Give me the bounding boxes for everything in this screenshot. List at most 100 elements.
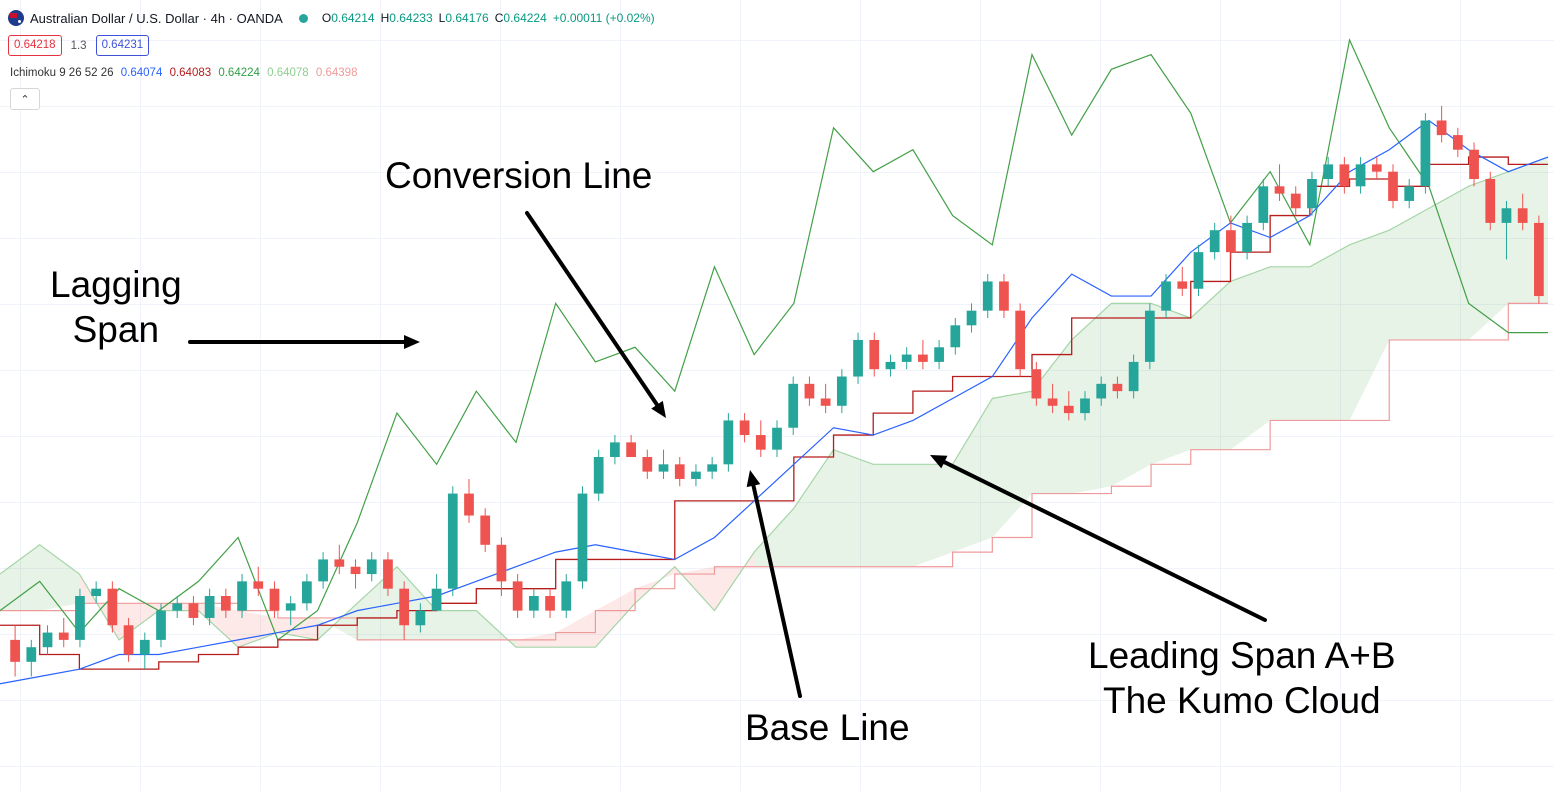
candle-body xyxy=(1323,164,1334,179)
candle-bearish xyxy=(496,537,507,596)
kumo-cloud-bullish xyxy=(1111,303,1152,487)
indicator-value-base: 0.64083 xyxy=(169,67,212,79)
kumo-cloud-bullish xyxy=(1309,244,1350,421)
candle-bearish xyxy=(804,376,815,406)
candle-bullish xyxy=(26,639,37,677)
candle-bearish xyxy=(918,339,928,370)
candle-body xyxy=(496,544,507,582)
candle-body xyxy=(528,596,539,611)
candle-body xyxy=(1388,171,1398,201)
candle-body xyxy=(10,639,20,662)
candle-body xyxy=(399,588,410,626)
kumo-cloud-bullish xyxy=(1230,266,1271,450)
candle-body xyxy=(58,632,69,640)
candle-body xyxy=(383,559,393,589)
candle-body xyxy=(1193,252,1204,289)
candle-bearish xyxy=(1436,105,1447,143)
candle-bullish xyxy=(237,574,247,618)
candle-bearish xyxy=(1112,376,1123,399)
candle-body xyxy=(220,596,231,611)
candle-body xyxy=(707,464,718,472)
kumo-cloud-bullish xyxy=(1428,186,1469,340)
candle-bearish xyxy=(999,274,1009,318)
candle-body xyxy=(1242,222,1252,253)
candle-body xyxy=(1274,186,1285,194)
kumo-cloud-bullish xyxy=(1151,303,1191,465)
candle-body xyxy=(1452,135,1463,150)
candle-bearish xyxy=(626,435,636,457)
candle-bullish xyxy=(172,596,183,618)
arrow-shaft xyxy=(525,211,660,407)
candle-bearish xyxy=(1485,171,1496,231)
arrow-leading-span xyxy=(930,455,1267,622)
candle-body xyxy=(1096,383,1107,399)
candle-body xyxy=(545,596,555,611)
kumo-cloud-bullish xyxy=(1032,339,1072,494)
candle-bearish xyxy=(1452,127,1463,158)
candle-body xyxy=(464,493,474,516)
candle-body xyxy=(642,457,653,472)
candle-body xyxy=(577,493,588,582)
kumo-cloud-bullish xyxy=(793,449,834,567)
candle-bearish xyxy=(1177,266,1188,297)
candle-bearish xyxy=(755,420,766,457)
candle-bullish xyxy=(950,318,961,355)
candle-bearish xyxy=(383,552,393,596)
sell-button[interactable]: 0.64218 xyxy=(8,35,62,56)
candle-body xyxy=(415,610,426,626)
candle-bullish xyxy=(723,413,734,472)
candle-body xyxy=(820,398,831,406)
spread-value: 1.3 xyxy=(70,39,87,52)
candle-body xyxy=(674,464,685,479)
candle-bullish xyxy=(901,347,912,370)
candle-bearish xyxy=(1469,142,1479,187)
candle-bullish xyxy=(561,574,572,618)
candle-bearish xyxy=(1371,157,1382,179)
candle-bearish xyxy=(269,581,280,618)
candle-body xyxy=(42,632,53,648)
candle-body xyxy=(269,588,280,611)
candle-body xyxy=(1258,186,1269,223)
candle-bullish xyxy=(658,449,669,479)
candle-body xyxy=(658,464,669,472)
kumo-cloud-bearish xyxy=(238,610,278,648)
indicator-legend[interactable]: Ichimoku 9 26 52 26 0.64074 0.64083 0.64… xyxy=(10,67,361,79)
candle-bearish xyxy=(10,625,20,677)
collapse-legend-button[interactable]: ⌃ xyxy=(10,88,40,110)
candle-bearish xyxy=(1517,193,1528,231)
candle-bullish xyxy=(934,339,944,370)
candle-bullish xyxy=(772,420,782,457)
candle-bullish xyxy=(1144,303,1155,370)
buy-button[interactable]: 0.64231 xyxy=(95,35,150,56)
candle-bearish xyxy=(1534,215,1544,304)
candle-bullish xyxy=(447,486,458,596)
candle-body xyxy=(934,347,944,362)
candle-body xyxy=(431,588,442,611)
candle-bearish xyxy=(674,457,685,487)
candle-body xyxy=(91,588,102,596)
candle-bullish xyxy=(966,303,977,333)
candle-bullish xyxy=(1501,200,1512,260)
candle-body xyxy=(1420,120,1431,187)
symbol-title[interactable]: Australian Dollar / U.S. Dollar · 4h · O… xyxy=(30,10,283,26)
candle-body xyxy=(1371,164,1382,172)
arrow-base-line xyxy=(746,470,802,698)
candle-body xyxy=(123,625,134,655)
candle-body xyxy=(1355,164,1366,187)
candle-body xyxy=(1307,179,1317,209)
candle-bullish xyxy=(1209,222,1220,260)
candle-bearish xyxy=(1015,303,1026,377)
candle-bullish xyxy=(431,574,442,611)
candle-body xyxy=(1517,208,1528,223)
candle-bearish xyxy=(642,449,653,479)
candle-body xyxy=(918,354,928,362)
kumo-cloud-bullish xyxy=(754,508,794,567)
candle-bullish xyxy=(366,552,377,582)
candle-bearish xyxy=(334,544,345,575)
candle-body xyxy=(723,420,734,465)
kumo-cloud-bullish xyxy=(992,391,1032,538)
candle-body xyxy=(26,647,37,662)
conversion-line xyxy=(0,119,1549,685)
candle-bullish xyxy=(788,376,799,436)
